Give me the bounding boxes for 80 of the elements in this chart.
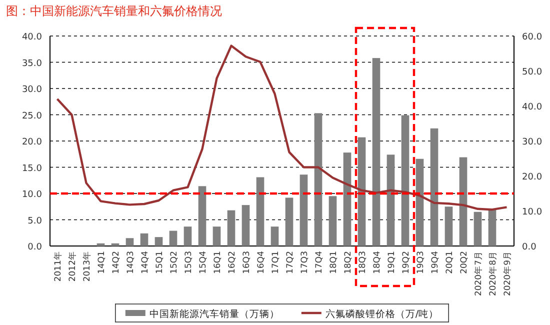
x-tick-label: 18Q4: [372, 251, 382, 274]
bar: [459, 157, 468, 246]
y-tick-label: 35.0: [22, 58, 42, 69]
y-tick-label: 40.0: [22, 32, 42, 42]
bar: [270, 226, 279, 246]
y2-tick-label: 40.0: [522, 102, 542, 112]
y2-tick-label: 10.0: [522, 208, 542, 218]
x-tick-label: 19Q3: [416, 251, 426, 274]
bar: [285, 198, 294, 246]
x-tick-label: 2020年9月: [502, 251, 513, 296]
x-tick-label: 2013年: [81, 251, 92, 282]
y-tick-label: 10.0: [22, 190, 42, 200]
bar: [416, 158, 424, 246]
x-tick-label: 14Q1: [96, 251, 107, 274]
bar: [300, 174, 308, 246]
bar: [343, 152, 352, 246]
x-tick-label: 2012年: [66, 251, 78, 282]
bar: [212, 226, 221, 246]
x-tick-label: 19Q1: [386, 251, 397, 274]
bar: [372, 58, 380, 246]
bar: [358, 137, 366, 246]
bar: [242, 205, 250, 246]
x-tick-label: 14Q4: [140, 251, 150, 274]
x-tick-label: 16Q1: [212, 251, 223, 274]
bar: [154, 237, 163, 246]
x-tick-label: 20Q2: [459, 251, 470, 274]
x-tick-label: 16Q2: [227, 251, 238, 274]
bar: [444, 206, 453, 246]
y2-tick-label: 20.0: [522, 172, 542, 182]
bar: [328, 196, 337, 246]
x-tick-label: 18Q1: [328, 251, 339, 274]
bar: [198, 186, 206, 246]
y-tick-label: 15.0: [22, 164, 42, 174]
line-series: [56, 44, 508, 211]
x-tick-label: 20Q1: [444, 251, 455, 274]
x-tick-label: 17Q2: [285, 251, 296, 274]
bar: [488, 209, 496, 246]
x-tick-label: 15Q2: [169, 251, 180, 274]
x-tick-label: 17Q1: [270, 251, 281, 274]
x-tick-label: 14Q2: [111, 251, 122, 274]
y2-tick-label: 50.0: [522, 68, 542, 78]
x-tick-label: 2020年8月: [487, 251, 498, 296]
y-tick-label: 0.0: [28, 242, 42, 252]
legend-label: 六氟磷酸锂价格（万/吨）: [325, 308, 439, 320]
bar: [184, 226, 192, 246]
x-tick-label: 17Q4: [314, 251, 324, 274]
y2-tick-label: 30.0: [522, 138, 542, 148]
bar: [386, 154, 395, 246]
y2-tick-label: 60.0: [522, 32, 542, 42]
bar: [430, 128, 438, 246]
x-tick-label: 18Q3: [358, 251, 368, 274]
bar: [140, 233, 148, 246]
bar: [227, 210, 236, 246]
x-tick-label: 19Q2: [401, 251, 412, 274]
legend-label: 中国新能源汽车销量（万辆）: [149, 308, 280, 320]
x-tick-label: 2020年7月: [472, 251, 484, 296]
x-tick-label: 16Q3: [242, 251, 252, 274]
x-tick-label: 15Q1: [154, 251, 165, 274]
bar: [314, 113, 322, 246]
x-tick-label: 17Q3: [300, 251, 310, 274]
x-tick-label: 14Q3: [126, 251, 136, 274]
bar: [256, 177, 264, 246]
y2-tick-label: 0.0: [522, 242, 537, 252]
x-tick-label: 19Q4: [430, 251, 440, 274]
chart-title: 图：中国新能源汽车销量和六氟价格情况: [6, 4, 222, 18]
y-tick-label: 20.0: [22, 138, 42, 148]
y-tick-label: 25.0: [22, 111, 42, 122]
bar: [401, 115, 410, 246]
x-tick-label: 15Q4: [198, 251, 208, 274]
x-tick-label: 16Q4: [256, 251, 266, 274]
x-tick-label: 15Q3: [184, 251, 194, 274]
bar: [474, 212, 482, 246]
bar: [126, 238, 134, 246]
bar: [169, 230, 178, 246]
y-tick-label: 30.0: [22, 85, 42, 95]
x-tick-label: 18Q2: [343, 251, 354, 274]
y-tick-label: 5.0: [28, 216, 42, 226]
x-tick-label: 2011年: [52, 251, 64, 282]
bar: [111, 243, 120, 246]
bar: [96, 243, 105, 246]
